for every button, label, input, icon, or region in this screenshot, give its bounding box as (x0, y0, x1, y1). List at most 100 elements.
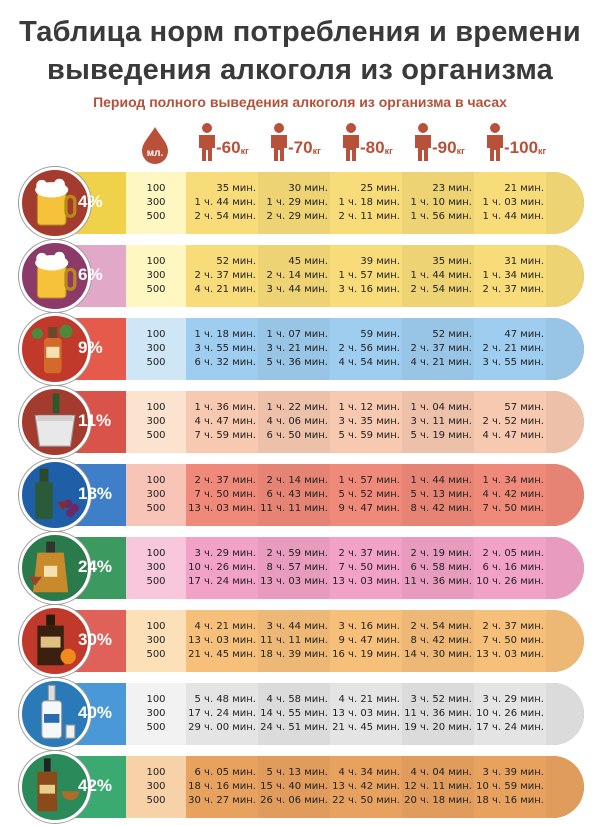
elimination-time: 16 ч. 19 мин. (332, 649, 400, 660)
volume-value: 500 (146, 576, 166, 587)
elimination-time: 13 ч. 03 мин. (188, 503, 256, 514)
table-row: 100 300 500 4 ч. 21 мин. 13 ч. 03 мин. 21 ч. … (24, 610, 584, 672)
elimination-time: 2 ч. 37 мин. (338, 548, 400, 559)
page-title-line-1: Таблица норм потребления и времени (19, 16, 581, 48)
row-end-cap (546, 683, 584, 745)
person-icon (415, 123, 431, 161)
person-weight-header: -70кг (268, 122, 348, 166)
time-list: 21 мин. 1 ч. 03 мин. 1 ч. 44 мин. (468, 182, 544, 224)
elimination-time: 10 ч. 26 мин. (476, 576, 544, 587)
elimination-time: 21 ч. 45 мин. (188, 649, 256, 660)
elimination-time: 52 мин. (216, 256, 256, 267)
volume-value: 100 (146, 256, 166, 267)
drink-badge (19, 313, 91, 385)
elimination-time: 2 ч. 37 мин. (482, 284, 544, 295)
time-cell: 1 ч. 36 мин. 4 ч. 47 мин. 7 ч. 59 мин. (186, 391, 258, 453)
time-list: 52 мин. 2 ч. 37 мин. 4 ч. 21 мин. (180, 255, 256, 297)
elimination-time: 1 ч. 44 мин. (410, 475, 472, 486)
time-list: 1 ч. 22 мин. 4 ч. 06 мин. 6 ч. 50 мин. (252, 401, 328, 443)
drop-icon: мл. (133, 125, 177, 165)
time-cell: 31 мин. 1 ч. 34 мин. 2 ч. 37 мин. (474, 245, 546, 307)
alcohol-percent: 11% (78, 411, 112, 430)
elimination-time: 2 ч. 19 мин. (410, 548, 472, 559)
volume-value: 300 (146, 635, 166, 646)
volume-value: 100 (146, 548, 166, 559)
time-cell: 4 ч. 34 мин. 13 ч. 42 мин. 22 ч. 50 мин. (330, 756, 402, 818)
volume-cell: 100 300 500 (126, 537, 186, 599)
volume-value: 500 (146, 284, 166, 295)
volume-value: 500 (146, 357, 166, 368)
row-end-cap (546, 391, 584, 453)
elimination-time: 10 ч. 26 мин. (476, 708, 544, 719)
elimination-time: 2 ч. 37 мин. (194, 475, 256, 486)
elimination-time: 4 ч. 21 мин. (194, 284, 256, 295)
drink-badge (19, 751, 91, 823)
time-cell: 2 ч. 19 мин. 6 ч. 58 мин. 11 ч. 36 мин. (402, 537, 474, 599)
cognac-glass-icon (28, 541, 69, 593)
time-cell: 45 мин. 2 ч. 14 мин. 3 ч. 44 мин. (258, 245, 330, 307)
time-list: 2 ч. 37 мин. 7 ч. 50 мин. 13 ч. 03 мин. (468, 620, 544, 662)
elimination-time: 4 ч. 04 мин. (410, 767, 472, 778)
volume-cell: 100 300 500 (126, 318, 186, 380)
time-list: 31 мин. 1 ч. 34 мин. 2 ч. 37 мин. (468, 255, 544, 297)
elimination-time: 17 ч. 24 мин. (188, 576, 256, 587)
drink-badge (19, 678, 91, 750)
time-list: 35 мин. 1 ч. 44 мин. 2 ч. 54 мин. (396, 255, 472, 297)
elimination-time: 4 ч. 21 мин. (194, 621, 256, 632)
elimination-time: 1 ч. 44 мин. (482, 211, 544, 222)
volume-list: 100 300 500 (126, 693, 186, 735)
elimination-time: 35 мин. (432, 256, 472, 267)
volume-value: 100 (146, 621, 166, 632)
elimination-time: 4 ч. 06 мин. (266, 416, 328, 427)
elimination-time: 1 ч. 44 мин. (194, 197, 256, 208)
alcohol-percent: 9% (78, 338, 103, 357)
time-list: 5 ч. 48 мин. 17 ч. 24 мин. 29 ч. 00 мин. (180, 693, 256, 735)
weight-label: -60кг (216, 138, 249, 157)
elimination-time: 2 ч. 54 мин. (410, 621, 472, 632)
time-list: 1 ч. 07 мин. 3 ч. 21 мин. 5 ч. 36 мин. (252, 328, 328, 370)
time-cell: 52 мин. 2 ч. 37 мин. 4 ч. 21 мин. (186, 245, 258, 307)
elimination-time: 4 ч. 58 мин. (266, 694, 328, 705)
elimination-time: 3 ч. 21 мин. (266, 343, 328, 354)
elimination-time: 20 ч. 18 мин. (404, 795, 472, 806)
drink-badge (19, 459, 91, 531)
elimination-time: 14 ч. 30 мин. (404, 649, 472, 660)
person-weight-header: -80кг (340, 122, 420, 166)
elimination-time: 21 ч. 45 мин. (332, 722, 400, 733)
volume-list: 100 300 500 (126, 766, 186, 808)
elimination-time: 8 ч. 42 мин. (410, 635, 472, 646)
person-icon (271, 123, 287, 161)
time-list: 30 мин. 1 ч. 29 мин. 2 ч. 29 мин. (252, 182, 328, 224)
elimination-time: 4 ч. 21 мин. (410, 357, 472, 368)
volume-list: 100 300 500 (126, 328, 186, 370)
elimination-time: 2 ч. 54 мин. (194, 211, 256, 222)
elimination-time: 5 ч. 13 мин. (410, 489, 472, 500)
time-list: 1 ч. 36 мин. 4 ч. 47 мин. 7 ч. 59 мин. (180, 401, 256, 443)
volume-value: 300 (146, 562, 166, 573)
time-list: 52 мин. 2 ч. 37 мин. 4 ч. 21 мин. (396, 328, 472, 370)
person-weight-header: -100кг (484, 122, 564, 166)
volume-value: 100 (146, 402, 166, 413)
time-list: 2 ч. 14 мин. 6 ч. 43 мин. 11 ч. 11 мин. (252, 474, 328, 516)
drink-badge (19, 167, 91, 239)
time-list: 6 ч. 05 мин. 18 ч. 16 мин. 30 ч. 27 мин. (180, 766, 256, 808)
time-cell: 59 мин. 2 ч. 56 мин. 4 ч. 54 мин. (330, 318, 402, 380)
row-end-cap (546, 537, 584, 599)
elimination-time: 5 ч. 59 мин. (338, 430, 400, 441)
time-cell: 4 ч. 04 мин. 12 ч. 11 мин. 20 ч. 18 мин. (402, 756, 474, 818)
time-list: 1 ч. 04 мин. 3 ч. 11 мин. 5 ч. 19 мин. (396, 401, 472, 443)
time-list: 39 мин. 1 ч. 57 мин. 3 ч. 16 мин. (324, 255, 400, 297)
time-cell: 3 ч. 39 мин. 10 ч. 59 мин. 18 ч. 16 мин. (474, 756, 546, 818)
liqueur-bottle-icon (31, 324, 73, 374)
champagne-bucket-icon (34, 393, 76, 447)
time-list: 47 мин. 2 ч. 21 мин. 3 ч. 55 мин. (468, 328, 544, 370)
elimination-time: 1 ч. 07 мин. (266, 329, 328, 340)
elimination-time: 7 ч. 50 мин. (338, 562, 400, 573)
wine-grapes-icon (35, 468, 80, 520)
page-title-line-2: выведения алкоголя из организма (47, 54, 553, 86)
elimination-time: 13 ч. 42 мин. (332, 781, 400, 792)
elimination-time: 3 ч. 11 мин. (410, 416, 472, 427)
time-list: 4 ч. 58 мин. 14 ч. 55 мин. 24 ч. 51 мин. (252, 693, 328, 735)
volume-cell: 100 300 500 (126, 683, 186, 745)
elimination-time: 2 ч. 14 мин. (266, 475, 328, 486)
